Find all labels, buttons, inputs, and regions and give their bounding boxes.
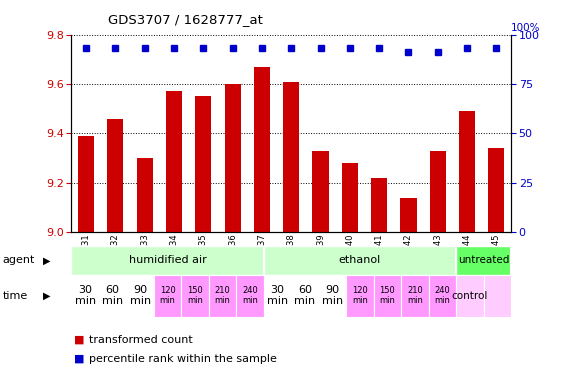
Text: 90
min: 90 min bbox=[322, 285, 343, 306]
Bar bbox=[319, 275, 346, 317]
Bar bbox=[429, 275, 456, 317]
Text: 120
min: 120 min bbox=[160, 286, 175, 305]
Bar bbox=[346, 275, 373, 317]
Bar bbox=[182, 275, 209, 317]
Text: ■: ■ bbox=[74, 354, 85, 364]
Text: 150
min: 150 min bbox=[187, 286, 203, 305]
Text: 30
min: 30 min bbox=[75, 285, 96, 306]
Text: 90
min: 90 min bbox=[130, 285, 151, 306]
Bar bbox=[264, 246, 456, 275]
Bar bbox=[430, 151, 446, 232]
Text: 210
min: 210 min bbox=[215, 286, 231, 305]
Bar bbox=[107, 119, 123, 232]
Bar bbox=[459, 111, 475, 232]
Text: ▶: ▶ bbox=[43, 255, 50, 265]
Bar bbox=[224, 84, 240, 232]
Text: time: time bbox=[3, 291, 28, 301]
Bar bbox=[166, 91, 182, 232]
Bar bbox=[342, 163, 358, 232]
Bar bbox=[371, 178, 387, 232]
Text: percentile rank within the sample: percentile rank within the sample bbox=[89, 354, 276, 364]
Text: ▶: ▶ bbox=[43, 291, 50, 301]
Bar bbox=[126, 275, 154, 317]
Text: 210
min: 210 min bbox=[407, 286, 423, 305]
Text: ethanol: ethanol bbox=[339, 255, 381, 265]
Text: control: control bbox=[452, 291, 488, 301]
Bar bbox=[488, 148, 504, 232]
Bar bbox=[291, 275, 319, 317]
Text: 240
min: 240 min bbox=[242, 286, 258, 305]
Bar bbox=[99, 275, 126, 317]
Text: humidified air: humidified air bbox=[128, 255, 207, 265]
Text: agent: agent bbox=[3, 255, 35, 265]
Bar bbox=[154, 275, 182, 317]
Bar bbox=[484, 275, 511, 317]
Text: 150
min: 150 min bbox=[380, 286, 395, 305]
Bar bbox=[195, 96, 211, 232]
Bar bbox=[136, 158, 152, 232]
Text: 60
min: 60 min bbox=[295, 285, 316, 306]
Bar bbox=[209, 275, 236, 317]
Text: ■: ■ bbox=[74, 335, 85, 345]
Bar bbox=[236, 275, 264, 317]
Text: transformed count: transformed count bbox=[89, 335, 192, 345]
Text: 100%: 100% bbox=[511, 23, 541, 33]
Text: untreated: untreated bbox=[458, 255, 509, 265]
Bar bbox=[254, 67, 270, 232]
Bar bbox=[283, 81, 299, 232]
Bar bbox=[264, 275, 291, 317]
Bar bbox=[71, 275, 99, 317]
Bar bbox=[71, 246, 264, 275]
Bar bbox=[373, 275, 401, 317]
Bar bbox=[78, 136, 94, 232]
Bar bbox=[456, 275, 484, 317]
Bar bbox=[456, 246, 511, 275]
Text: 60
min: 60 min bbox=[102, 285, 123, 306]
Text: 30
min: 30 min bbox=[267, 285, 288, 306]
Text: 240
min: 240 min bbox=[435, 286, 451, 305]
Text: 120
min: 120 min bbox=[352, 286, 368, 305]
Bar bbox=[401, 275, 429, 317]
Bar bbox=[312, 151, 328, 232]
Text: GDS3707 / 1628777_at: GDS3707 / 1628777_at bbox=[108, 13, 263, 26]
Bar bbox=[400, 198, 416, 232]
